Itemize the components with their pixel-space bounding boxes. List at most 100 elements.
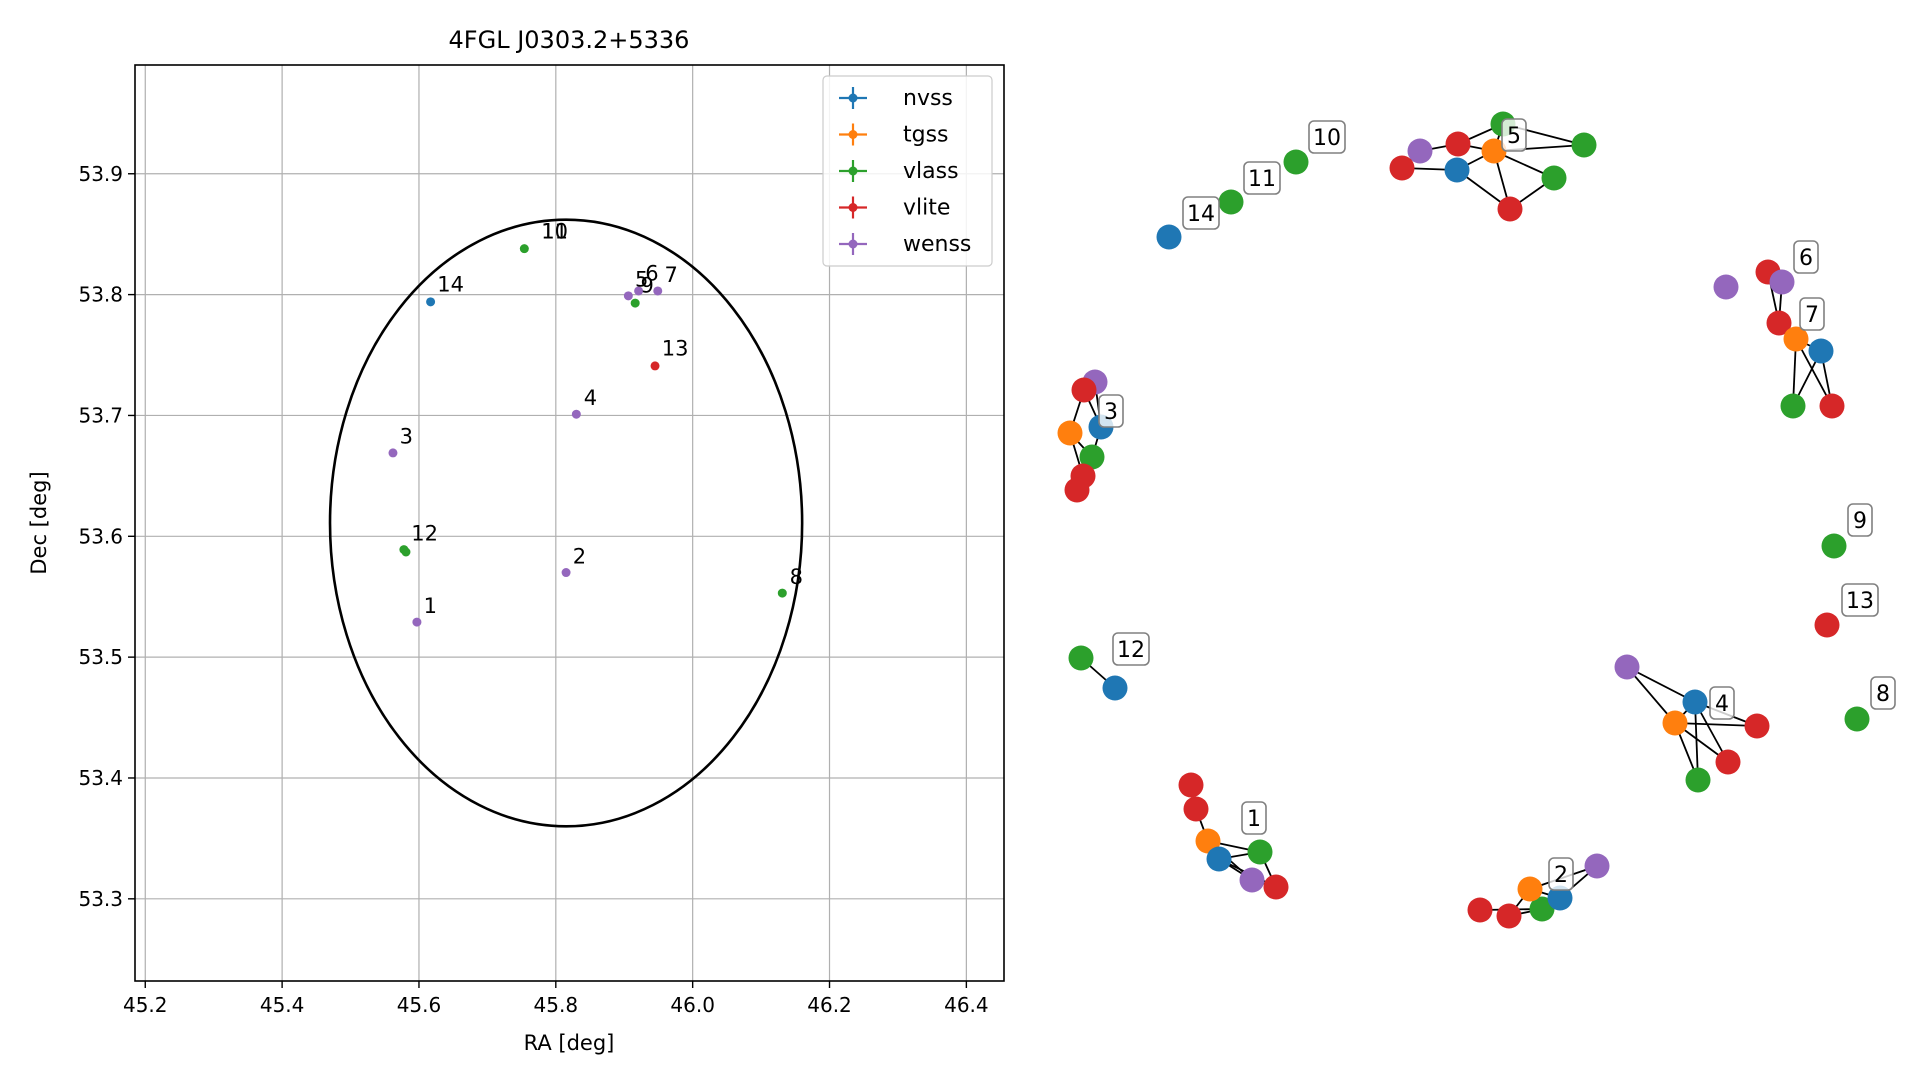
data-point-wenss bbox=[623, 291, 633, 301]
legend-entry-nvss: nvss bbox=[839, 86, 953, 111]
graph-label-box bbox=[1308, 120, 1346, 154]
graph-label-box bbox=[1847, 503, 1873, 537]
graph-label: 12 bbox=[1117, 638, 1145, 663]
graph-node-vlite bbox=[1263, 874, 1289, 900]
graph-node-vlite bbox=[1467, 897, 1493, 923]
legend-box bbox=[822, 75, 993, 267]
graph-node-nvss bbox=[1156, 224, 1182, 250]
data-point-wenss bbox=[388, 448, 398, 458]
data-point-vlite bbox=[650, 361, 660, 371]
graph-label: 11 bbox=[1248, 167, 1276, 192]
graph-label-box bbox=[1501, 118, 1527, 152]
point-label: 6 bbox=[645, 262, 658, 286]
graph-label-box bbox=[1243, 161, 1281, 195]
graph-node-tgss bbox=[1662, 710, 1688, 736]
graph-node-vlite bbox=[1064, 477, 1090, 503]
point-label: 2 bbox=[573, 544, 586, 568]
legend-marker-dot bbox=[848, 130, 858, 139]
graph-node-nvss bbox=[1102, 675, 1128, 701]
point-label: 3 bbox=[400, 425, 413, 449]
y-tick-label: 53.3 bbox=[78, 887, 123, 911]
graph-label: 1 bbox=[1247, 807, 1261, 832]
graph-label-box bbox=[1098, 394, 1124, 428]
chart-title: 4FGL J0303.2+5336 bbox=[449, 26, 690, 54]
graph-edge bbox=[1674, 722, 1758, 727]
graph-node-vlass bbox=[1821, 533, 1847, 559]
y-axis-ticks: 53.3 53.4 53.5 53.6 53.7 53.8 53.9 bbox=[78, 162, 135, 911]
y-tick-label: 53.4 bbox=[78, 766, 123, 790]
graph-node-vlass bbox=[1844, 706, 1870, 732]
graph-label-box bbox=[1548, 857, 1574, 891]
point-label: 5 bbox=[635, 268, 648, 292]
graph-node-vlite bbox=[1071, 377, 1097, 403]
graph-node-vlite bbox=[1766, 310, 1792, 336]
point-label: 12 bbox=[411, 521, 438, 545]
x-tick-label: 45.4 bbox=[260, 993, 305, 1017]
data-point-vlass bbox=[401, 547, 411, 557]
graph-node-vlite bbox=[1178, 772, 1204, 798]
point-label: 13 bbox=[662, 336, 689, 360]
graph-label: 7 bbox=[1805, 303, 1819, 328]
graph-label: 3 bbox=[1104, 400, 1118, 425]
graph-label: 6 bbox=[1799, 246, 1813, 271]
x-axis-ticks: 45.2 45.4 45.6 45.8 46.0 46.2 46.4 bbox=[123, 981, 989, 1017]
graph-edge bbox=[1694, 701, 1699, 781]
graph-node-vlass bbox=[1283, 149, 1309, 175]
graph-node-vlite bbox=[1715, 749, 1741, 775]
x-tick-label: 45.2 bbox=[123, 993, 168, 1017]
graph-node-nvss bbox=[1682, 689, 1708, 715]
legend-marker-dot bbox=[848, 239, 858, 249]
x-axis-label: RA [deg] bbox=[524, 1031, 615, 1055]
legend-marker-dot bbox=[848, 93, 858, 103]
graph-label-box bbox=[1841, 583, 1879, 617]
graph-node-vlass bbox=[1529, 896, 1555, 922]
point-label: 9 bbox=[641, 274, 654, 298]
point-label: 11 bbox=[541, 219, 568, 243]
graph-node-wenss bbox=[1614, 654, 1640, 680]
data-point-vlass bbox=[630, 298, 640, 308]
point-label: 4 bbox=[584, 386, 597, 410]
graph-label: 8 bbox=[1876, 682, 1890, 707]
graph-node-tgss bbox=[1057, 420, 1083, 446]
legend-entry-vlite: vlite bbox=[839, 196, 950, 221]
data-point-nvss bbox=[426, 297, 436, 307]
point-label: 8 bbox=[790, 565, 803, 589]
point-label: 7 bbox=[664, 263, 677, 287]
graph-label-box bbox=[1709, 686, 1735, 720]
graph-node-nvss bbox=[1206, 846, 1232, 872]
legend-label: wenss bbox=[903, 232, 971, 257]
legend-entry-wenss: wenss bbox=[839, 232, 971, 257]
x-tick-label: 46.2 bbox=[807, 993, 852, 1017]
graph-label-box bbox=[1870, 676, 1896, 710]
graph-node-wenss bbox=[1769, 269, 1795, 295]
legend: nvss tgss vlass vlite wenss bbox=[822, 75, 993, 267]
data-point-vlass bbox=[777, 588, 787, 598]
graph-node-vlass bbox=[1780, 393, 1806, 419]
graph-node-vlite bbox=[1496, 903, 1522, 929]
graph-node-tgss bbox=[1195, 828, 1221, 854]
graph-node-nvss bbox=[1808, 338, 1834, 364]
graph-node-vlass bbox=[1685, 767, 1711, 793]
x-tick-label: 46.4 bbox=[944, 993, 989, 1017]
graph-label: 5 bbox=[1507, 124, 1521, 149]
graph-node-tgss bbox=[1481, 138, 1507, 164]
graph-node-tgss bbox=[1517, 876, 1543, 902]
y-tick-label: 53.5 bbox=[78, 645, 123, 669]
y-tick-label: 53.8 bbox=[78, 283, 123, 307]
data-point-wenss bbox=[571, 409, 581, 419]
graph-node-vlite bbox=[1819, 393, 1845, 419]
graph-node-vlite bbox=[1497, 196, 1523, 222]
graph-label: 9 bbox=[1853, 509, 1867, 534]
graph-edge bbox=[1626, 666, 1696, 703]
plot-frame bbox=[134, 64, 1005, 982]
y-tick-label: 53.7 bbox=[78, 403, 123, 427]
graph-node-wenss bbox=[1584, 853, 1610, 879]
y-axis-label: Dec [deg] bbox=[27, 471, 51, 574]
localization-ellipse bbox=[328, 218, 804, 828]
graph-node-nvss bbox=[1547, 885, 1573, 911]
x-tick-label: 45.6 bbox=[397, 993, 442, 1017]
